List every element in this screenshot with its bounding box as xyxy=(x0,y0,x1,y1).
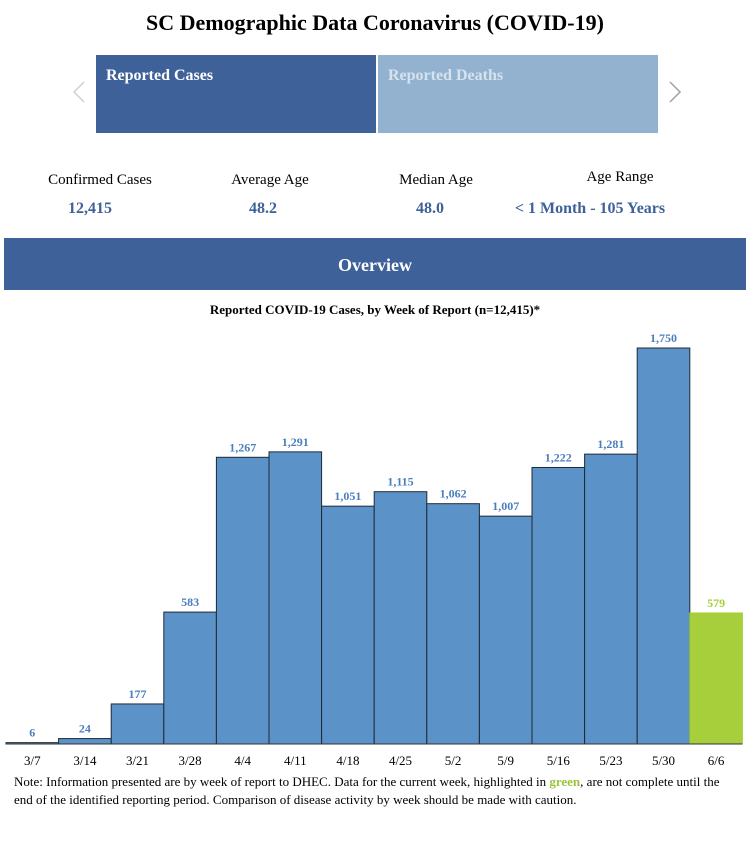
x-tick-label-5/2: 5/2 xyxy=(445,753,462,768)
page-title: SC Demographic Data Coronavirus (COVID-1… xyxy=(146,10,604,35)
bar-4/4 xyxy=(215,456,270,745)
x-tick-label-3/14: 3/14 xyxy=(73,753,97,768)
bar-3/28 xyxy=(163,611,217,745)
bar-4/11 xyxy=(268,451,323,745)
next-arrow-icon[interactable] xyxy=(668,80,682,104)
value-label-3/7: 6 xyxy=(29,726,35,740)
x-tick-label-6/6: 6/6 xyxy=(708,753,725,768)
bar-5/30 xyxy=(636,347,691,745)
x-tick-label-5/9: 5/9 xyxy=(497,753,514,768)
bar-5/2 xyxy=(426,503,480,745)
value-label-6/6: 579 xyxy=(707,596,725,610)
x-tick-label-4/11: 4/11 xyxy=(284,753,307,768)
confirmed-cases-value: 12,415 xyxy=(68,200,112,217)
footnote-text-start: Note: Information presented are by week … xyxy=(14,774,550,789)
bar-6/6 xyxy=(689,612,743,745)
x-tick-label-3/7: 3/7 xyxy=(24,753,41,768)
tab-reported-cases[interactable]: Reported Cases xyxy=(96,55,376,133)
bar-3/21 xyxy=(110,703,165,745)
median-age-value: 48.0 xyxy=(416,200,444,217)
bar-3/14 xyxy=(58,738,112,745)
x-tick-label-4/4: 4/4 xyxy=(234,753,251,768)
age-range-label: Age Range xyxy=(586,169,654,185)
value-label-5/30: 1,750 xyxy=(650,331,677,345)
median-age-label: Median Age xyxy=(399,172,473,188)
value-label-3/21: 177 xyxy=(129,687,147,701)
x-tick-label-5/30: 5/30 xyxy=(652,753,675,768)
value-label-4/25: 1,115 xyxy=(387,475,413,489)
chart-title: Reported COVID-19 Cases, by Week of Repo… xyxy=(209,302,541,317)
previous-arrow-icon[interactable] xyxy=(72,80,86,104)
x-tick-label-3/21: 3/21 xyxy=(126,753,149,768)
bar-5/16 xyxy=(531,466,586,745)
value-label-4/4: 1,267 xyxy=(229,440,256,454)
weekly-cases-chart: 6 3/7 24 3/14 177 3/21 583 3/28 1,267 4/4 1,291 4/1… xyxy=(5,331,743,768)
value-label-5/23: 1,281 xyxy=(597,437,624,451)
bar-5/9 xyxy=(478,515,533,745)
footnote-text-end: , are not complete until the end of the … xyxy=(14,774,720,807)
x-tick-label-4/18: 4/18 xyxy=(336,753,359,768)
bar-4/18 xyxy=(321,505,375,745)
value-label-5/9: 1,007 xyxy=(492,499,519,513)
overview-header: Overview xyxy=(4,238,746,290)
x-tick-label-5/16: 5/16 xyxy=(547,753,571,768)
footnote-highlight: green xyxy=(549,774,581,789)
confirmed-cases-label: Confirmed Cases xyxy=(48,172,152,188)
x-tick-label-3/28: 3/28 xyxy=(179,753,202,768)
average-age-label: Average Age xyxy=(231,172,309,188)
x-tick-label-5/23: 5/23 xyxy=(599,753,622,768)
bar-5/23 xyxy=(584,453,638,745)
bar-4/25 xyxy=(373,491,428,745)
age-range-value: < 1 Month - 105 Years xyxy=(514,200,666,217)
footnote: Note: Information presented are by week … xyxy=(14,773,740,809)
x-tick-label-4/25: 4/25 xyxy=(389,753,412,768)
value-label-3/28: 583 xyxy=(181,595,199,609)
value-label-5/2: 1,062 xyxy=(440,487,467,501)
value-label-3/14: 24 xyxy=(79,722,91,736)
tab-reported-deaths[interactable]: Reported Deaths xyxy=(378,55,658,133)
value-label-4/11: 1,291 xyxy=(282,435,309,449)
average-age-value: 48.2 xyxy=(249,200,277,217)
value-label-4/18: 1,051 xyxy=(334,489,361,503)
value-label-5/16: 1,222 xyxy=(545,450,572,464)
